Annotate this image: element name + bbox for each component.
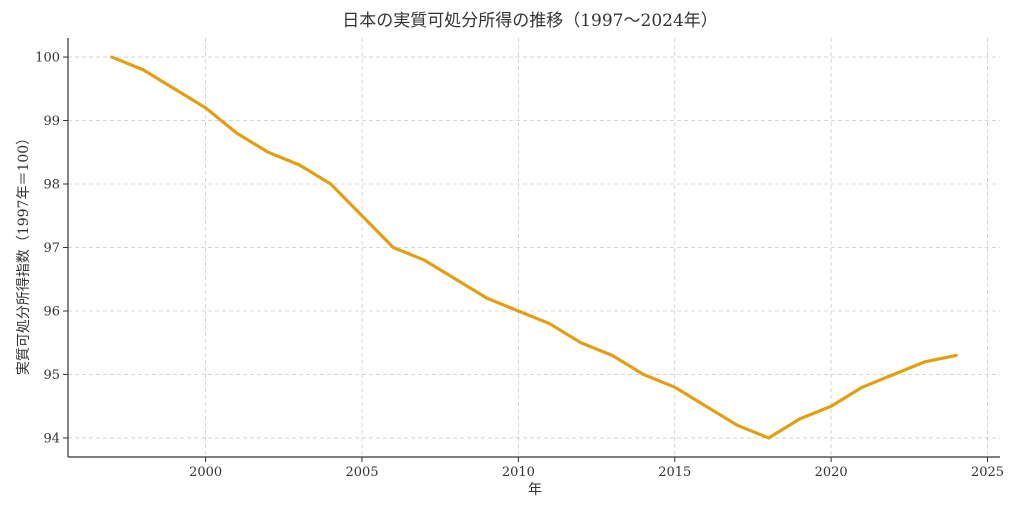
y-tick-label: 100 — [35, 51, 60, 66]
y-axis-label: 実質可処分所得指数（1997年＝100） — [15, 131, 32, 375]
x-tick-label: 2005 — [345, 465, 378, 480]
grid — [68, 38, 1000, 457]
y-tick-label: 94 — [43, 431, 60, 446]
y-tick-label: 98 — [43, 178, 60, 193]
series-layer — [110, 55, 958, 440]
y-tick-label: 95 — [43, 368, 60, 383]
x-tick-label: 2000 — [189, 465, 222, 480]
y-tick-label: 96 — [43, 304, 60, 319]
y-tick-label: 99 — [43, 114, 60, 129]
x-tick-label: 2015 — [658, 465, 691, 480]
x-axis-label: 年 — [528, 482, 542, 498]
axes: 2000 2005 2010 2015 2020 2025 94 95 96 97 98 99 100 — [35, 38, 1004, 480]
series-line — [110, 55, 958, 440]
x-tick-label: 2025 — [971, 465, 1004, 480]
x-tick-label: 2020 — [815, 465, 848, 480]
chart-title: 日本の実質可処分所得の推移（1997～2024年） — [342, 11, 718, 31]
x-tick-label: 2010 — [502, 465, 535, 480]
y-tick-label: 97 — [43, 241, 60, 256]
